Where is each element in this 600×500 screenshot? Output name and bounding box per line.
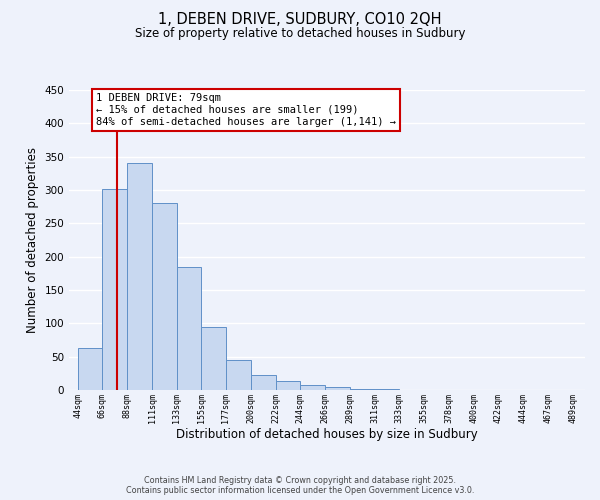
Bar	[78, 348, 103, 390]
Bar	[350, 388, 375, 390]
Y-axis label: Number of detached properties: Number of detached properties	[26, 147, 39, 333]
Bar	[103, 190, 127, 390]
Bar	[177, 266, 202, 390]
Text: 1, DEBEN DRIVE, SUDBURY, CO10 2QH: 1, DEBEN DRIVE, SUDBURY, CO10 2QH	[158, 12, 442, 28]
Bar	[152, 204, 177, 390]
Bar	[226, 360, 251, 390]
Bar	[301, 386, 325, 390]
Bar	[127, 164, 152, 390]
Bar	[325, 386, 350, 390]
Bar	[276, 380, 301, 390]
Text: 1 DEBEN DRIVE: 79sqm
← 15% of detached houses are smaller (199)
84% of semi-deta: 1 DEBEN DRIVE: 79sqm ← 15% of detached h…	[95, 94, 395, 126]
Text: Size of property relative to detached houses in Sudbury: Size of property relative to detached ho…	[135, 28, 465, 40]
Text: Contains HM Land Registry data © Crown copyright and database right 2025.
Contai: Contains HM Land Registry data © Crown c…	[126, 476, 474, 495]
Bar	[202, 326, 226, 390]
X-axis label: Distribution of detached houses by size in Sudbury: Distribution of detached houses by size …	[176, 428, 478, 442]
Bar	[251, 376, 276, 390]
